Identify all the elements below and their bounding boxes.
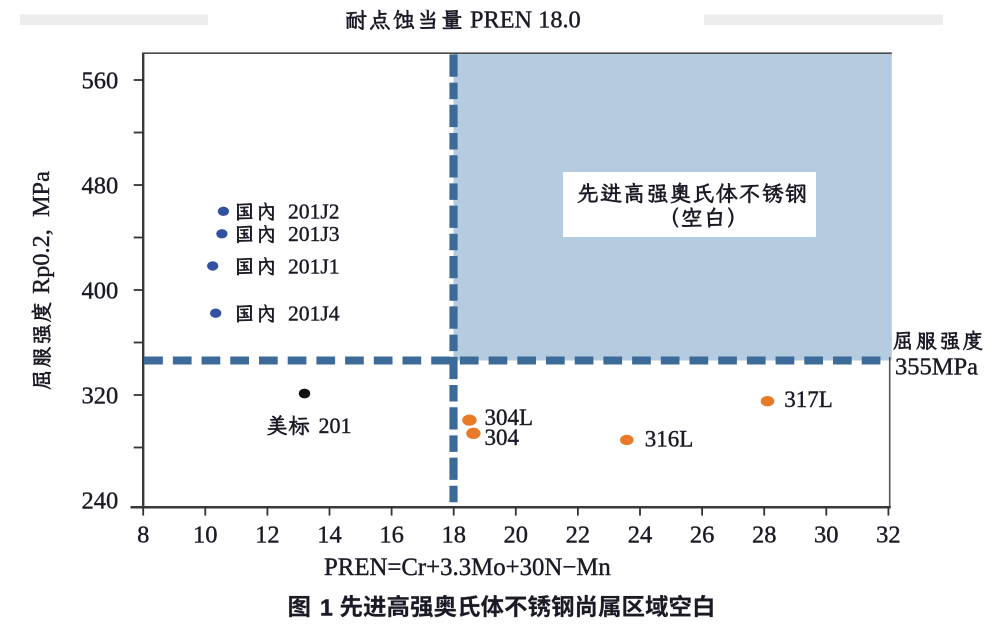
svg-text:1: 1 bbox=[320, 595, 333, 621]
svg-text:22: 22 bbox=[566, 522, 591, 549]
svg-text:355MPa: 355MPa bbox=[895, 354, 978, 381]
svg-text:32: 32 bbox=[876, 522, 901, 549]
svg-text:480: 480 bbox=[81, 173, 118, 200]
svg-text:201J2: 201J2 bbox=[288, 200, 340, 224]
svg-text:Rp0.2, MPa: Rp0.2, MPa bbox=[28, 171, 55, 294]
svg-text:24: 24 bbox=[628, 522, 653, 549]
svg-text:320: 320 bbox=[81, 383, 118, 410]
svg-text:PREN=Cr+3.3Mo+30N−Mn: PREN=Cr+3.3Mo+30N−Mn bbox=[324, 554, 611, 581]
svg-text:304: 304 bbox=[485, 425, 520, 450]
svg-text:560: 560 bbox=[81, 68, 118, 95]
svg-text:304L: 304L bbox=[485, 405, 534, 430]
svg-text:201: 201 bbox=[319, 413, 352, 438]
svg-text:316L: 316L bbox=[645, 427, 694, 452]
svg-text:20: 20 bbox=[504, 522, 529, 549]
svg-text:201J3: 201J3 bbox=[288, 222, 340, 246]
svg-text:30: 30 bbox=[814, 522, 839, 549]
svg-text:201J4: 201J4 bbox=[288, 302, 340, 326]
svg-text:317L: 317L bbox=[784, 387, 833, 412]
svg-text:PREN 18.0: PREN 18.0 bbox=[470, 7, 581, 34]
svg-text:16: 16 bbox=[379, 522, 404, 549]
svg-text:201J1: 201J1 bbox=[288, 254, 340, 278]
svg-text:26: 26 bbox=[690, 522, 715, 549]
svg-text:12: 12 bbox=[255, 522, 280, 549]
svg-text:18: 18 bbox=[441, 522, 466, 549]
svg-text:14: 14 bbox=[317, 522, 342, 549]
svg-text:8: 8 bbox=[137, 522, 149, 549]
svg-text:400: 400 bbox=[81, 278, 118, 305]
svg-text:10: 10 bbox=[193, 522, 218, 549]
svg-text:28: 28 bbox=[752, 522, 777, 549]
svg-text:240: 240 bbox=[81, 488, 118, 515]
